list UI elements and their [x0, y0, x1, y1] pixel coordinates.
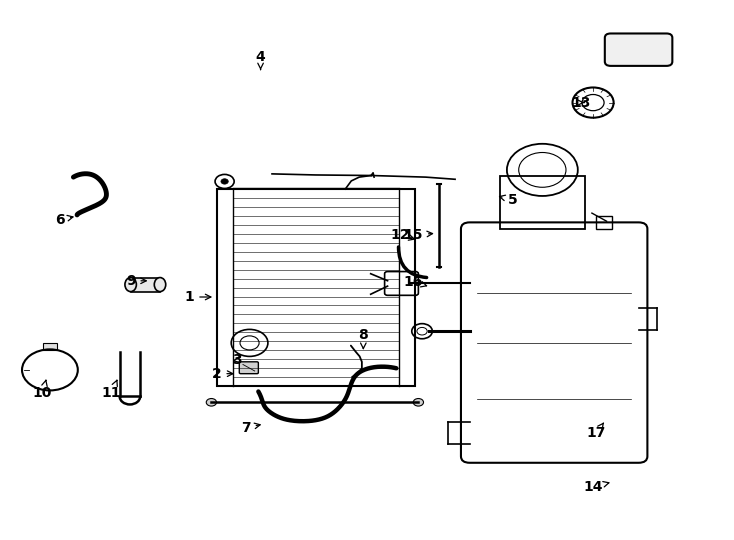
Circle shape	[221, 179, 228, 184]
Text: 15: 15	[404, 228, 432, 242]
Circle shape	[206, 399, 217, 406]
Text: 5: 5	[500, 193, 517, 207]
Ellipse shape	[125, 278, 137, 292]
Bar	[217, 189, 415, 386]
Text: 2: 2	[211, 367, 233, 381]
Ellipse shape	[154, 278, 166, 292]
Text: 7: 7	[241, 421, 260, 435]
Bar	[595, 216, 611, 229]
Text: 3: 3	[232, 353, 242, 367]
Text: 8: 8	[358, 328, 368, 348]
Text: 9: 9	[126, 274, 146, 288]
Circle shape	[413, 399, 424, 406]
Text: 4: 4	[255, 50, 266, 70]
Text: 17: 17	[586, 423, 606, 440]
Text: 13: 13	[572, 96, 591, 110]
Text: 12: 12	[390, 228, 415, 242]
Text: 11: 11	[102, 380, 121, 400]
Text: 14: 14	[584, 480, 609, 494]
Text: 6: 6	[55, 213, 73, 227]
FancyBboxPatch shape	[239, 362, 258, 374]
Text: 16: 16	[404, 275, 426, 289]
Text: 10: 10	[33, 380, 52, 400]
Bar	[131, 278, 160, 292]
Bar	[43, 343, 57, 350]
Text: 1: 1	[184, 290, 211, 304]
FancyBboxPatch shape	[605, 33, 672, 66]
Bar	[500, 177, 584, 229]
